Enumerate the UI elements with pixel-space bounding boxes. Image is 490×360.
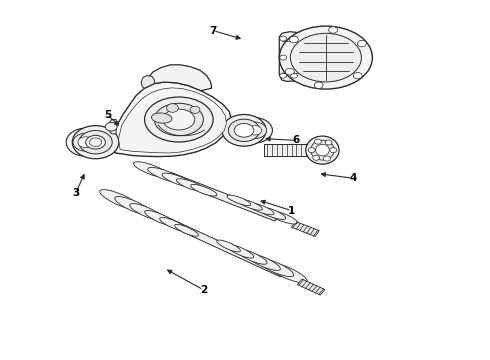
Ellipse shape: [279, 26, 372, 89]
Polygon shape: [113, 82, 231, 157]
Circle shape: [291, 73, 297, 78]
Ellipse shape: [151, 113, 172, 123]
Ellipse shape: [175, 224, 198, 236]
Circle shape: [280, 73, 287, 78]
Polygon shape: [119, 88, 226, 153]
Ellipse shape: [257, 207, 286, 219]
Circle shape: [290, 36, 298, 43]
Ellipse shape: [246, 253, 280, 270]
Ellipse shape: [306, 136, 339, 164]
Ellipse shape: [227, 195, 251, 206]
Circle shape: [167, 104, 178, 112]
Circle shape: [330, 148, 337, 153]
Circle shape: [325, 140, 332, 145]
Ellipse shape: [163, 109, 195, 130]
Text: 1: 1: [288, 206, 295, 216]
Circle shape: [329, 27, 338, 33]
Ellipse shape: [228, 119, 260, 141]
Circle shape: [190, 106, 200, 113]
Polygon shape: [167, 172, 279, 221]
Ellipse shape: [160, 217, 187, 231]
Ellipse shape: [73, 126, 119, 159]
Polygon shape: [279, 32, 298, 81]
Ellipse shape: [291, 33, 362, 82]
Ellipse shape: [133, 162, 171, 178]
Ellipse shape: [257, 258, 294, 276]
Ellipse shape: [234, 123, 254, 137]
Ellipse shape: [191, 184, 217, 196]
Ellipse shape: [145, 97, 213, 142]
Circle shape: [314, 82, 323, 89]
Ellipse shape: [237, 249, 267, 264]
Ellipse shape: [162, 173, 194, 187]
Ellipse shape: [130, 203, 164, 220]
Ellipse shape: [176, 179, 205, 192]
Polygon shape: [292, 221, 319, 237]
Polygon shape: [139, 207, 285, 277]
Ellipse shape: [154, 103, 203, 136]
Circle shape: [291, 36, 297, 41]
Circle shape: [315, 139, 321, 144]
Ellipse shape: [89, 138, 102, 147]
Circle shape: [291, 55, 297, 60]
Ellipse shape: [79, 131, 112, 154]
Bar: [264, 144, 313, 156]
Ellipse shape: [237, 118, 272, 143]
Ellipse shape: [227, 244, 254, 258]
Ellipse shape: [148, 167, 182, 183]
Ellipse shape: [222, 114, 266, 146]
Ellipse shape: [78, 137, 94, 148]
Ellipse shape: [86, 135, 105, 149]
Text: 4: 4: [349, 173, 357, 183]
Text: 3: 3: [73, 188, 79, 198]
Ellipse shape: [267, 262, 307, 283]
Polygon shape: [141, 76, 154, 88]
Text: 5: 5: [104, 110, 111, 120]
Ellipse shape: [248, 126, 262, 135]
Circle shape: [105, 122, 117, 131]
Ellipse shape: [115, 197, 152, 215]
Circle shape: [358, 40, 367, 47]
Circle shape: [353, 72, 362, 79]
Circle shape: [323, 156, 330, 161]
Circle shape: [313, 155, 319, 160]
Circle shape: [280, 36, 287, 41]
Polygon shape: [109, 120, 116, 134]
Polygon shape: [297, 279, 325, 295]
Circle shape: [280, 55, 287, 60]
Text: 2: 2: [200, 285, 207, 295]
Ellipse shape: [66, 128, 105, 156]
Ellipse shape: [100, 190, 140, 210]
Ellipse shape: [73, 133, 98, 151]
Ellipse shape: [311, 140, 334, 160]
Ellipse shape: [316, 144, 329, 156]
Text: 6: 6: [293, 135, 300, 145]
Circle shape: [285, 68, 294, 75]
Ellipse shape: [217, 240, 241, 252]
Ellipse shape: [145, 211, 175, 226]
Text: 7: 7: [209, 26, 217, 36]
Ellipse shape: [247, 203, 274, 215]
Ellipse shape: [267, 211, 297, 224]
Circle shape: [308, 148, 315, 153]
Ellipse shape: [243, 122, 267, 139]
Ellipse shape: [237, 199, 262, 210]
Polygon shape: [145, 65, 212, 91]
